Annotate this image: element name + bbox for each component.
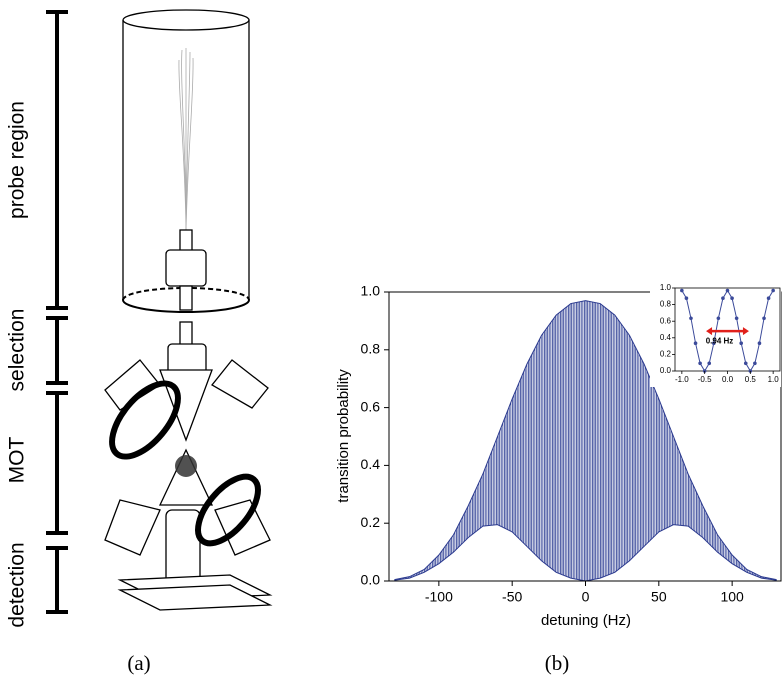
annotation: 0.94 Hz xyxy=(706,336,734,345)
inset-point xyxy=(712,341,716,345)
x-tick-label: 100 xyxy=(720,589,744,605)
x-tick-label: -100 xyxy=(425,589,453,605)
inset-point xyxy=(680,288,684,293)
y-tick-label: 0.2 xyxy=(361,514,381,530)
y-tick-label: 1.0 xyxy=(361,283,381,299)
inset-y-tick-label: 0.6 xyxy=(660,316,672,325)
inset-point xyxy=(766,296,771,301)
inset-point xyxy=(721,296,725,301)
inset-point xyxy=(689,316,693,321)
inset-y-tick-label: 0.2 xyxy=(660,350,672,359)
inset-point xyxy=(707,361,712,366)
inset-point xyxy=(771,288,775,293)
caption: (a) xyxy=(127,651,150,675)
inset-point xyxy=(762,316,766,321)
x-axis-label: detuning (Hz) xyxy=(541,612,631,629)
inset-y-tick-label: 0.0 xyxy=(660,366,672,375)
region-label: selection xyxy=(6,309,29,392)
inset-point xyxy=(734,316,739,321)
inset-point xyxy=(739,341,743,345)
y-tick-label: 0.8 xyxy=(361,341,381,357)
inset-point xyxy=(725,288,730,293)
region-label: detection xyxy=(6,542,29,627)
inset-point xyxy=(753,361,757,366)
inset-x-tick-label: 0.5 xyxy=(745,375,757,384)
inset-point xyxy=(757,341,762,345)
inset-y-tick-label: 0.4 xyxy=(660,333,672,342)
inset-x-tick-label: 0.0 xyxy=(722,375,734,384)
inset-x-tick-label: -1.0 xyxy=(675,375,689,384)
inset-point xyxy=(716,316,721,321)
inset-point xyxy=(730,296,734,301)
inset-y-tick-label: 0.8 xyxy=(660,300,672,309)
y-axis-label: transition probability xyxy=(335,369,352,503)
y-tick-label: 0.0 xyxy=(361,572,381,588)
fringe-area xyxy=(394,300,777,582)
x-tick-label: -50 xyxy=(502,589,522,605)
x-tick-label: 50 xyxy=(651,589,667,605)
inset-point xyxy=(693,341,698,345)
region-label: probe region xyxy=(6,101,29,219)
inset-y-tick-label: 1.0 xyxy=(660,283,672,292)
scale-bar xyxy=(46,10,68,614)
inset-x-tick-label: 1.0 xyxy=(768,375,780,384)
y-tick-label: 0.4 xyxy=(361,456,381,472)
region-label: MOT xyxy=(6,437,29,484)
caption: (b) xyxy=(545,651,570,675)
y-tick-label: 0.6 xyxy=(361,398,381,414)
fountain-plume xyxy=(178,48,194,231)
x-tick-label: 0 xyxy=(582,589,590,605)
apparatus-diagram: probe region selection MOT detection xyxy=(6,9,273,628)
inset-point xyxy=(684,296,689,301)
inset-point xyxy=(743,361,748,366)
inset-point xyxy=(698,361,702,366)
fringe-floor xyxy=(394,524,777,582)
inset-x-tick-label: -0.5 xyxy=(698,375,712,384)
